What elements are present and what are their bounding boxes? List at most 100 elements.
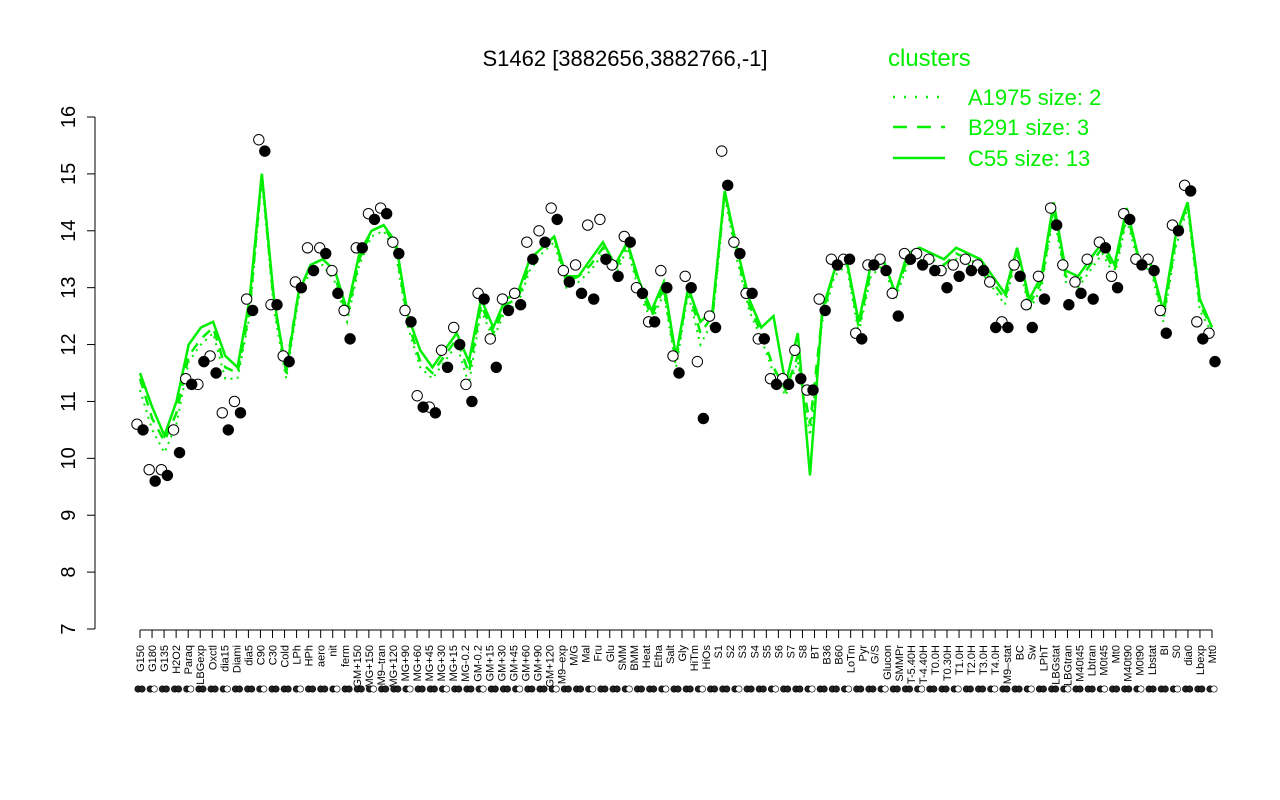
rug-marker (564, 685, 572, 693)
data-point (173, 446, 186, 459)
data-point (320, 247, 332, 260)
rug-marker (516, 685, 524, 693)
cluster-line-A1975 (139, 179, 1213, 455)
x-tick-label: SMMPr (894, 645, 906, 682)
x-tick-label: LoTm (846, 645, 858, 673)
data-point (691, 355, 704, 368)
rug-marker (430, 685, 438, 693)
rug-marker (443, 685, 451, 693)
x-tick-label: M9–tran (376, 645, 388, 685)
rug-marker (467, 685, 475, 693)
rug-marker (138, 685, 146, 693)
data-point (789, 344, 801, 356)
x-tick-label: Paraq (183, 645, 195, 674)
data-point (819, 304, 831, 317)
x-tick-label: ferm (340, 645, 352, 667)
y-tick-label: 15 (58, 163, 80, 185)
data-point (685, 281, 697, 294)
x-tick-label: HPh (304, 645, 316, 666)
x-tick-label: HiTm (689, 645, 701, 671)
data-point (722, 179, 734, 191)
data-point (246, 304, 259, 317)
x-tick-label: MG+45 (424, 645, 436, 681)
data-point (1020, 299, 1032, 311)
x-tick-label: G150 (135, 645, 147, 672)
rug-marker (552, 685, 560, 693)
cluster-lines (138, 173, 1214, 476)
x-tick-label: GM+150 (352, 645, 364, 688)
data-point (533, 225, 545, 237)
data-points (131, 134, 1221, 487)
data-point (758, 333, 770, 345)
y-tick-label: 14 (58, 220, 80, 242)
data-point (307, 264, 320, 277)
rug-marker (235, 685, 243, 693)
data-point (600, 253, 612, 265)
x-tick-label: T0.30H (942, 645, 954, 681)
data-point (1191, 316, 1203, 328)
rug-marker (199, 685, 207, 693)
data-point (338, 304, 350, 317)
data-point (697, 412, 710, 425)
x-tick-label: M0t90 (1135, 645, 1147, 676)
data-point (1087, 293, 1099, 305)
data-point (929, 264, 941, 277)
x-tick-label: LBGstat (1050, 645, 1062, 685)
rug-marker (832, 685, 840, 693)
rug-marker (175, 685, 183, 693)
x-tick-label: Mt0 (1207, 645, 1219, 663)
rug-marker (394, 685, 402, 693)
data-point (216, 407, 228, 419)
data-point (984, 276, 996, 288)
x-tick-label: S1 (713, 645, 725, 658)
data-point (210, 367, 222, 379)
x-tick-label: S6 (773, 645, 785, 658)
data-point (441, 361, 454, 374)
data-point (1184, 185, 1197, 197)
data-point (295, 281, 308, 294)
data-point (448, 321, 460, 334)
data-point (661, 281, 673, 294)
data-point (990, 321, 1002, 334)
data-point (856, 333, 868, 345)
x-tick-label: M40t45 (1075, 645, 1087, 682)
chart-title: S1462 [3882656,3882766,-1] (482, 46, 767, 71)
data-point (1209, 355, 1221, 368)
rug-marker (1198, 685, 1206, 693)
rug-marker (1100, 685, 1108, 693)
data-point (673, 367, 685, 379)
x-tick-label: Glucon (882, 645, 894, 680)
data-point (1014, 270, 1026, 282)
data-point (1026, 321, 1038, 334)
x-tick-label: LBGexp (195, 645, 207, 685)
x-tick-label: BMM (629, 645, 641, 671)
rug-marker (845, 685, 853, 693)
data-point (588, 293, 600, 305)
x-tick-label: MG+15 (448, 645, 460, 681)
x-tick-label: Cold (280, 645, 292, 668)
rug-marker (869, 685, 877, 693)
rug-marker (686, 685, 694, 693)
x-tick-label: GM+45 (508, 645, 520, 681)
data-point (868, 259, 880, 271)
x-tick-label: H2O2 (171, 645, 183, 674)
data-point (240, 293, 253, 305)
x-tick-label: Gly (677, 645, 689, 662)
x-tick-label: aero (316, 645, 328, 667)
y-tick-label: 9 (58, 510, 80, 521)
rug-marker (589, 685, 597, 693)
data-point (1075, 287, 1087, 300)
rug-marker (942, 685, 950, 693)
data-point (1081, 253, 1093, 265)
x-tick-label: T-5.40H (906, 645, 918, 684)
data-point (947, 259, 959, 271)
data-point (466, 395, 478, 408)
rug-marker (723, 685, 731, 693)
data-point (636, 287, 649, 300)
data-point (941, 281, 953, 294)
data-point (399, 304, 411, 317)
cluster-line-C55 (138, 173, 1214, 476)
y-tick-label: 11 (58, 391, 80, 412)
rug-marker (881, 685, 889, 693)
